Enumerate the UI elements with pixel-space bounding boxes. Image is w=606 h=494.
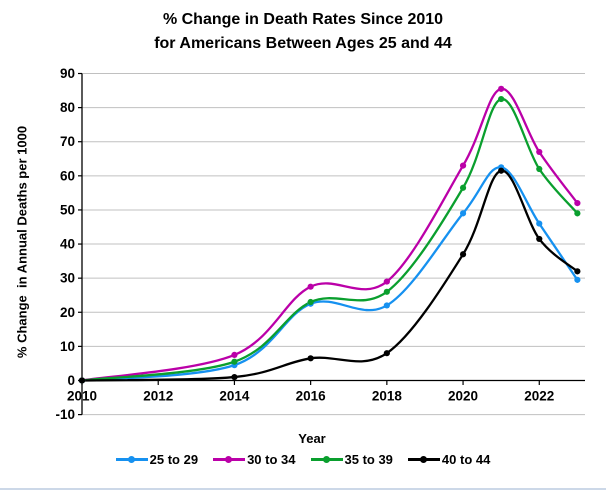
data-point-40-to-44 — [574, 268, 581, 275]
data-point-30-to-34 — [459, 162, 467, 169]
y-tick-label: 80 — [60, 100, 75, 115]
data-point-30-to-34 — [383, 278, 390, 285]
x-tick-label: 2010 — [67, 388, 97, 403]
data-point-35-to-39 — [498, 95, 505, 103]
data-point-40-to-44 — [307, 355, 314, 362]
x-axis-title: Year — [298, 431, 326, 446]
legend-label: 25 to 29 — [149, 452, 199, 467]
x-tick-label: 2016 — [296, 388, 327, 403]
series-line-25-to-29 — [80, 166, 579, 382]
legend-dot — [419, 456, 427, 463]
x-tick-label: 2012 — [143, 388, 173, 403]
y-tick-label: -10 — [55, 407, 75, 422]
legend-dot — [225, 456, 233, 463]
y-tick-label: 90 — [60, 66, 75, 81]
series-line-40-to-44 — [80, 169, 579, 382]
x-tick-label: 2020 — [448, 388, 478, 403]
legend-line-marker-icon — [310, 454, 343, 465]
y-tick-label: 10 — [60, 339, 75, 354]
data-point-35-to-39 — [231, 358, 238, 365]
legend-line-marker-icon — [213, 454, 246, 465]
legend: 25 to 29 30 to 34 35 to 39 40 to 44 — [0, 452, 606, 467]
legend-item-35-to-39: 35 to 39 — [310, 452, 393, 467]
legend-item-40-to-44: 40 to 44 — [407, 452, 491, 467]
legend-label: 40 to 44 — [441, 452, 491, 467]
y-tick-label: 60 — [60, 168, 75, 183]
legend-line-marker-icon — [407, 454, 440, 465]
data-point-35-to-39 — [383, 288, 390, 295]
x-tick-label: 2014 — [219, 388, 250, 403]
bottom-border-line — [0, 488, 606, 490]
legend-label: 30 to 34 — [247, 452, 296, 467]
data-point-30-to-34 — [231, 351, 238, 359]
data-point-25-to-29 — [383, 302, 390, 309]
legend-dot — [127, 456, 135, 463]
legend-label: 35 to 39 — [344, 452, 393, 467]
legend-item-30-to-34: 30 to 34 — [213, 452, 296, 467]
y-tick-label: 70 — [60, 134, 75, 149]
x-tick-label: 2018 — [372, 388, 403, 403]
series-line-30-to-34 — [80, 87, 579, 382]
y-tick-label: 20 — [60, 305, 75, 320]
data-point-40-to-44 — [459, 251, 467, 258]
data-point-25-to-29 — [574, 276, 581, 283]
data-point-30-to-34 — [574, 200, 581, 207]
x-tick-label: 2022 — [524, 388, 554, 403]
data-point-35-to-39 — [307, 298, 314, 306]
data-point-25-to-29 — [459, 210, 467, 217]
data-point-40-to-44 — [498, 167, 505, 174]
chart-title-line2: for Americans Between Ages 25 and 44 — [154, 35, 452, 52]
chart-title-line1: % Change in Death Rates Since 2010 — [162, 11, 444, 28]
data-point-40-to-44 — [536, 235, 543, 243]
y-tick-label: 0 — [67, 373, 75, 388]
data-point-40-to-44 — [78, 377, 86, 384]
data-point-40-to-44 — [383, 350, 390, 357]
data-point-35-to-39 — [459, 184, 467, 191]
y-tick-label: 50 — [60, 202, 75, 217]
series-line-35-to-39 — [80, 97, 579, 382]
data-point-25-to-29 — [536, 220, 543, 227]
y-tick-label: 30 — [60, 271, 75, 286]
data-point-30-to-34 — [498, 85, 505, 92]
y-tick-label: 40 — [60, 237, 75, 252]
legend-line-marker-icon — [115, 454, 148, 465]
data-point-40-to-44 — [231, 373, 238, 381]
data-point-30-to-34 — [536, 148, 543, 156]
chart-title: % Change in Death Rates Since 2010 for A… — [0, 8, 606, 56]
legend-item-25-to-29: 25 to 29 — [115, 452, 199, 467]
data-point-35-to-39 — [536, 165, 543, 173]
data-point-35-to-39 — [574, 210, 581, 217]
legend-dot — [322, 456, 330, 463]
data-point-30-to-34 — [307, 283, 314, 290]
